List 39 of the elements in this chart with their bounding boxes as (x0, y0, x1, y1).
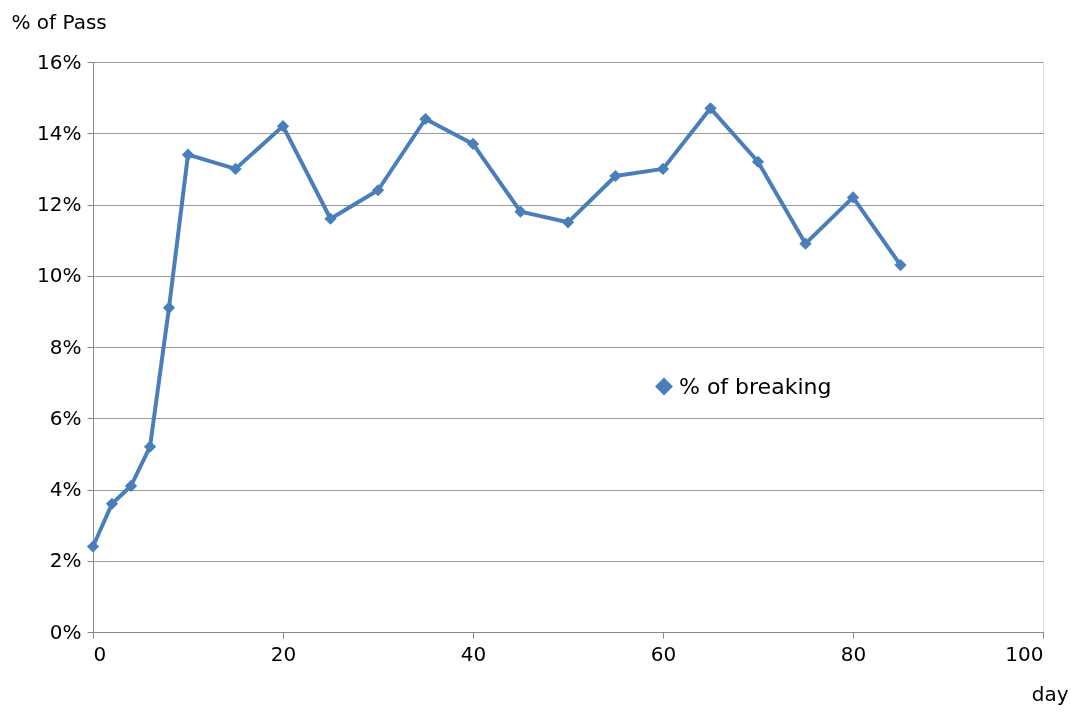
y-tick-label: 0% (49, 619, 82, 644)
point (704, 102, 717, 115)
x-axis-title: day (1031, 681, 1069, 706)
point (229, 162, 242, 175)
point (561, 216, 575, 229)
y-tick-label: 6% (49, 405, 82, 430)
point (656, 162, 670, 175)
point (181, 148, 195, 161)
point (143, 440, 157, 453)
point (799, 237, 812, 250)
x-tick-label: 100 (1005, 641, 1044, 666)
point (124, 479, 138, 493)
point (466, 137, 480, 151)
point (162, 301, 176, 314)
y-tick-label: 10% (37, 263, 82, 288)
point (324, 212, 337, 225)
point (894, 258, 907, 272)
point (419, 112, 432, 126)
point (514, 205, 527, 218)
legend-label: % of breaking (679, 373, 832, 399)
point (105, 497, 119, 510)
y-tick-label: 8% (49, 334, 82, 359)
y-axis-title: % of Pass (11, 9, 107, 34)
x-tick-label: 80 (840, 641, 867, 666)
point (371, 184, 385, 197)
y-tick-label: 12% (37, 192, 82, 216)
y-tick-label: 2% (49, 548, 82, 573)
x-tick-label: 20 (270, 641, 297, 666)
y-tick-label: 4% (49, 477, 82, 501)
x-tick-label: 40 (460, 641, 487, 666)
x-tick-label: 60 (650, 641, 677, 666)
point (751, 155, 765, 168)
point (276, 120, 290, 133)
y-tick-label: 14% (37, 120, 82, 145)
y-tick-label: 16% (37, 49, 82, 74)
x-tick-label: 0 (93, 641, 107, 666)
point (846, 191, 860, 204)
point (609, 169, 622, 183)
point (86, 540, 100, 553)
